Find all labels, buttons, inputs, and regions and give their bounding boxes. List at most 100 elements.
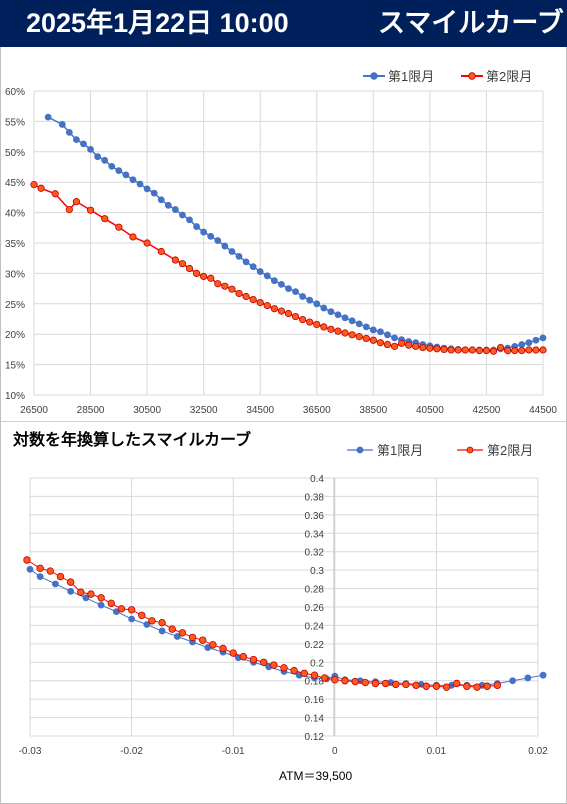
data-point	[200, 228, 208, 236]
data-point	[412, 342, 420, 350]
data-point	[313, 320, 321, 329]
data-point	[390, 342, 399, 350]
data-point	[87, 145, 94, 153]
data-point	[310, 671, 319, 679]
data-point	[193, 223, 200, 230]
data-point	[371, 679, 380, 688]
data-point	[453, 679, 461, 688]
data-point	[87, 590, 95, 598]
data-point	[489, 347, 498, 355]
x-tick-label: 38500	[359, 405, 387, 416]
header-title: スマイルカーブ	[378, 8, 564, 38]
data-point	[433, 345, 441, 353]
data-point	[341, 677, 349, 685]
x-tick-label: 0.02	[528, 746, 548, 757]
data-point	[473, 683, 481, 691]
data-point	[107, 599, 115, 608]
data-point	[82, 594, 90, 602]
legend-label: 第2限月	[486, 69, 532, 84]
data-point	[348, 317, 356, 325]
data-point	[94, 153, 102, 161]
data-point	[164, 201, 172, 209]
data-point	[179, 211, 186, 219]
data-point	[97, 594, 105, 602]
header-date: 2025年1月22日 10:00	[26, 8, 289, 38]
y-tick-label: 15%	[5, 361, 25, 372]
data-point	[158, 618, 166, 627]
y-tick-label: 30%	[5, 269, 25, 280]
x-tick-label: 36500	[303, 405, 331, 416]
data-point	[157, 247, 165, 256]
legend-label: 第1限月	[377, 443, 423, 458]
data-point	[37, 184, 45, 192]
data-point	[525, 339, 533, 347]
data-point	[73, 136, 80, 144]
data-point	[178, 260, 187, 268]
data-point	[299, 293, 307, 300]
data-point	[539, 334, 547, 342]
data-point	[327, 325, 335, 333]
x-tick-label: 0.01	[427, 746, 447, 757]
data-point	[482, 347, 491, 355]
data-point	[355, 333, 363, 341]
data-point	[26, 565, 34, 573]
data-point	[192, 269, 201, 277]
y-tick-label: 0.18	[305, 677, 325, 688]
data-point	[341, 329, 349, 337]
data-point	[256, 298, 264, 307]
x-tick-label: -0.02	[120, 746, 143, 757]
data-point	[122, 171, 130, 179]
y-tick-label: 0.36	[305, 511, 325, 522]
data-point	[509, 677, 516, 685]
data-point	[199, 636, 207, 644]
data-point	[67, 587, 75, 595]
x-tick-label: 34500	[246, 405, 274, 416]
data-point	[129, 176, 137, 184]
data-point	[171, 206, 179, 213]
series-line	[26, 559, 498, 688]
y-tick-label: 45%	[5, 178, 25, 189]
data-point	[524, 674, 532, 682]
data-point	[362, 334, 370, 343]
x-tick-label: 0	[332, 746, 338, 757]
data-point	[127, 606, 136, 614]
data-point	[44, 113, 52, 121]
data-point	[278, 280, 285, 288]
data-point	[115, 167, 123, 175]
data-point	[263, 302, 271, 310]
data-point	[277, 307, 286, 315]
data-point	[36, 573, 44, 580]
data-point	[313, 300, 321, 308]
data-point	[376, 339, 385, 347]
data-point	[285, 285, 292, 293]
data-point	[143, 239, 151, 247]
y-tick-label: 0.32	[305, 548, 325, 559]
data-point	[280, 664, 288, 672]
data-point	[128, 615, 136, 623]
data-point	[171, 256, 179, 264]
data-point	[384, 331, 391, 339]
data-point	[377, 328, 384, 336]
data-point	[173, 633, 181, 640]
data-point	[419, 343, 427, 352]
data-point	[504, 347, 512, 355]
data-point	[51, 190, 59, 198]
data-point	[493, 681, 502, 690]
y-tick-label: 0.22	[305, 640, 325, 651]
data-point	[129, 233, 137, 241]
data-point	[539, 346, 547, 354]
data-point	[320, 304, 328, 312]
data-point	[320, 323, 328, 331]
data-point	[188, 633, 197, 642]
data-point	[36, 564, 44, 572]
data-point	[290, 666, 298, 675]
data-point	[432, 682, 441, 690]
header-bar: 2025年1月22日 10:00 スマイルカーブ	[0, 0, 567, 47]
data-point	[402, 680, 410, 689]
data-point	[239, 653, 248, 661]
data-point	[426, 344, 434, 352]
data-point	[292, 288, 299, 296]
data-point	[219, 644, 227, 653]
data-point	[65, 205, 73, 214]
